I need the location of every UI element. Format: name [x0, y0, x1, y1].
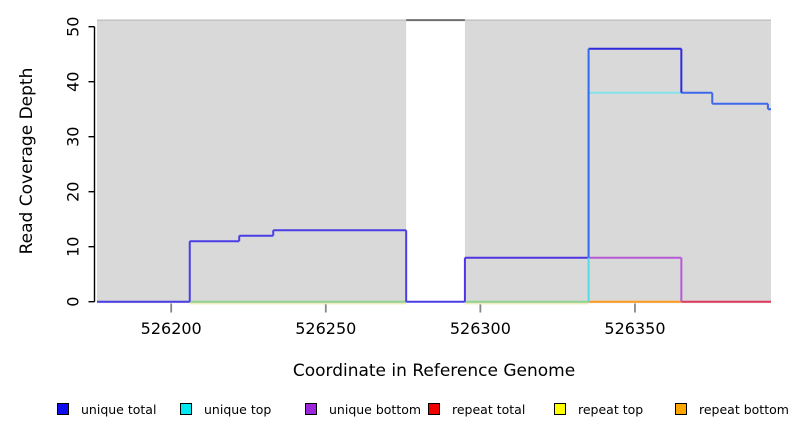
legend-item-unique-bottom: unique bottom: [305, 401, 422, 417]
y-tick-label: 50: [64, 17, 83, 37]
x-tick-label: 526250: [295, 319, 356, 338]
y-tick-label: 0: [64, 297, 83, 307]
unique-top-swatch-icon: [180, 403, 192, 415]
legend-item-repeat-bottom: repeat bottom: [675, 401, 789, 417]
legend-label: repeat bottom: [699, 401, 789, 417]
legend-label: unique bottom: [329, 401, 422, 417]
covered-region: [464, 19, 771, 304]
legend-label: unique top: [204, 401, 272, 417]
unique-total-swatch-icon: [57, 403, 69, 415]
legend-label: unique total: [81, 401, 157, 417]
repeat-top-swatch-icon: [554, 403, 566, 415]
x-tick-label: 526200: [141, 319, 202, 338]
unique-bottom-swatch-icon: [305, 403, 317, 415]
legend-label: repeat total: [452, 401, 526, 417]
legend-item-repeat-top: repeat top: [554, 401, 644, 417]
covered-region: [97, 19, 407, 304]
legend-item-unique-total: unique total: [57, 401, 157, 417]
y-tick-label: 10: [64, 237, 83, 257]
repeat-total-swatch-icon: [428, 403, 440, 415]
y-tick-label: 30: [64, 127, 83, 147]
repeat-bottom-swatch-icon: [675, 403, 687, 415]
legend-label: repeat top: [578, 401, 644, 417]
y-tick-label: 40: [64, 72, 83, 92]
x-axis-title: Coordinate in Reference Genome: [292, 361, 576, 381]
legend-item-repeat-total: repeat total: [428, 401, 526, 417]
x-tick-label: 526300: [450, 319, 511, 338]
legend-item-unique-top: unique top: [180, 401, 272, 417]
x-tick-label: 526350: [604, 319, 665, 338]
y-axis-title: Read Coverage Depth: [17, 67, 37, 255]
y-tick-label: 20: [64, 182, 83, 202]
